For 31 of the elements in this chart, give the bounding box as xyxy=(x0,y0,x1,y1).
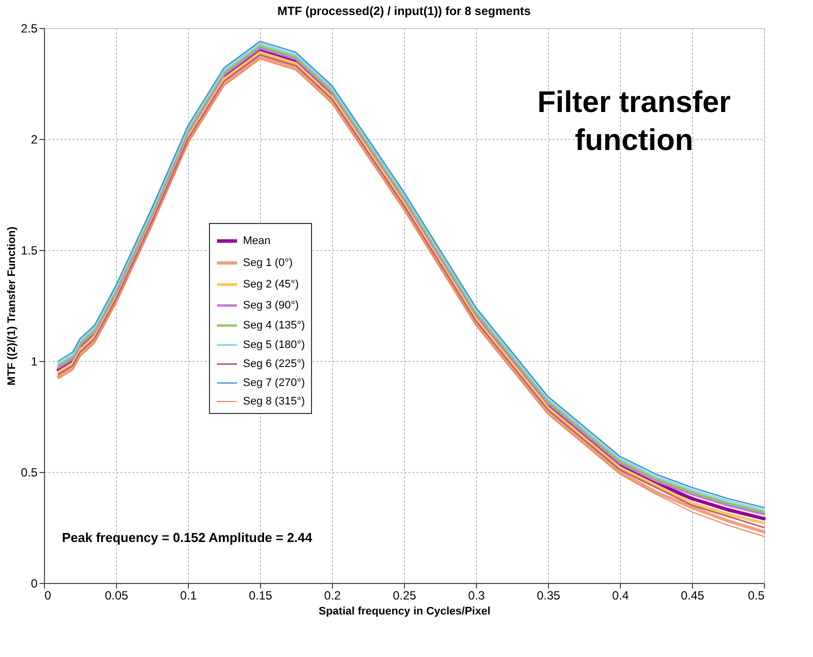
legend-label: Seg 3 (90°) xyxy=(243,300,299,312)
y-tick-label: 1.5 xyxy=(20,244,38,258)
annotation: Filter transfer function xyxy=(537,86,732,157)
legend-label: Seg 4 (135°) xyxy=(243,320,305,332)
annotation: Peak frequency = 0.152 Amplitude = 2.44 xyxy=(62,530,314,545)
x-tick-label: 0 xyxy=(44,588,52,602)
x-tick-label: 0.25 xyxy=(392,588,416,602)
legend-label: Seg 8 (315°) xyxy=(243,396,305,408)
legend-label: Mean xyxy=(243,235,271,247)
y-tick-label: 0.5 xyxy=(20,466,38,480)
y-tick-label: 1 xyxy=(30,354,38,368)
y-tick-label: 0 xyxy=(30,576,38,590)
x-tick-label: 0.4 xyxy=(612,588,630,602)
x-tick-label: 0.15 xyxy=(248,588,272,602)
x-tick-label: 0.45 xyxy=(680,588,704,602)
legend-label: Seg 2 (45°) xyxy=(243,278,299,290)
x-axis-title: Spatial frequency in Cycles/Pixel xyxy=(318,606,490,618)
x-tick-label: 0.2 xyxy=(324,588,342,602)
chart-title: MTF (processed(2) / input(1)) for 8 segments xyxy=(277,4,532,18)
x-tick-label: 0.35 xyxy=(536,588,560,602)
legend-label: Seg 1 (0°) xyxy=(243,257,293,269)
x-tick-label: 0.5 xyxy=(748,588,765,602)
legend-label: Seg 5 (180°) xyxy=(243,339,305,351)
legend-label: Seg 7 (270°) xyxy=(243,377,305,389)
x-tick-label: 0.1 xyxy=(180,588,198,602)
y-axis-title: MTF ((2)/(1) Transfer Function) xyxy=(6,226,18,386)
legend-label: Seg 6 (225°) xyxy=(243,358,305,370)
x-tick-label: 0.05 xyxy=(104,588,128,602)
y-tick-label: 2 xyxy=(30,132,38,146)
x-tick-label: 0.3 xyxy=(468,588,486,602)
y-tick-label: 2.5 xyxy=(20,22,38,36)
